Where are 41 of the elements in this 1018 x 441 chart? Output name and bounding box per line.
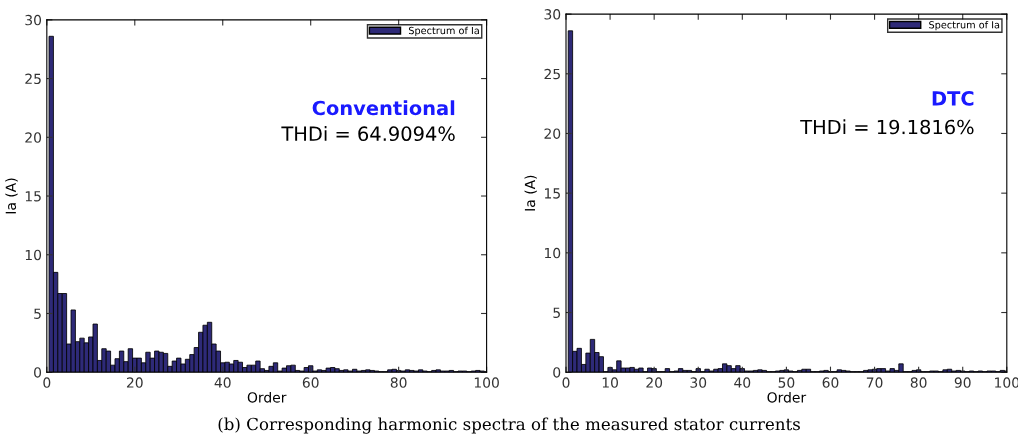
x-tick-label: 60 xyxy=(302,377,319,388)
x-tick-label: 100 xyxy=(474,377,499,388)
annotation: THDi = 19.1816% xyxy=(800,119,974,135)
x-tick-label: 40 xyxy=(214,377,231,388)
x-tick-label: 80 xyxy=(910,377,927,388)
x-axis-title: Order xyxy=(767,391,807,403)
x-axis-title: Order xyxy=(247,391,287,403)
x-tick-label: 60 xyxy=(822,377,839,388)
y-tick-label: 0 xyxy=(34,367,42,378)
y-tick-label: 25 xyxy=(25,73,41,85)
legend-label: Spectrum of Ia xyxy=(408,26,479,37)
annotation: THDi = 64.9094% xyxy=(281,126,455,142)
y-tick-label: 10 xyxy=(25,249,42,261)
x-tick-label: 40 xyxy=(734,377,751,388)
y-tick-label: 10 xyxy=(545,247,561,259)
y-tick-label: 20 xyxy=(25,132,42,143)
y-tick-label: 5 xyxy=(34,308,41,319)
y-tick-label: 15 xyxy=(545,188,560,199)
text: (b) Corresponding harmonic spectra of the measured stator currents xyxy=(218,417,800,434)
annotation: Conventional xyxy=(312,100,455,116)
x-tick-label: 0 xyxy=(43,377,51,388)
y-tick-label: 30 xyxy=(544,9,561,20)
y-axis-title: Ia (A) xyxy=(524,175,537,211)
x-tick-label: 0 xyxy=(562,377,570,388)
x-tick-label: 70 xyxy=(866,377,883,388)
y-axis-title: Ia (A) xyxy=(5,178,18,214)
y-tick-label: 5 xyxy=(553,307,560,318)
annotation: DTC xyxy=(932,90,974,106)
y-tick-label: 15 xyxy=(25,191,41,202)
legend-label: Spectrum of Ia xyxy=(929,20,1000,31)
x-tick-label: 90 xyxy=(954,377,971,388)
y-tick-label: 20 xyxy=(544,128,561,139)
x-tick-label: 80 xyxy=(390,377,407,388)
x-tick-label: 20 xyxy=(646,377,663,388)
y-tick-label: 25 xyxy=(544,68,560,80)
y-tick-label: 0 xyxy=(553,367,561,378)
x-tick-label: 10 xyxy=(602,377,618,388)
x-tick-label: 30 xyxy=(690,377,707,388)
x-tick-label: 50 xyxy=(778,377,795,388)
y-tick-label: 30 xyxy=(25,14,42,26)
x-tick-label: 20 xyxy=(126,377,143,388)
